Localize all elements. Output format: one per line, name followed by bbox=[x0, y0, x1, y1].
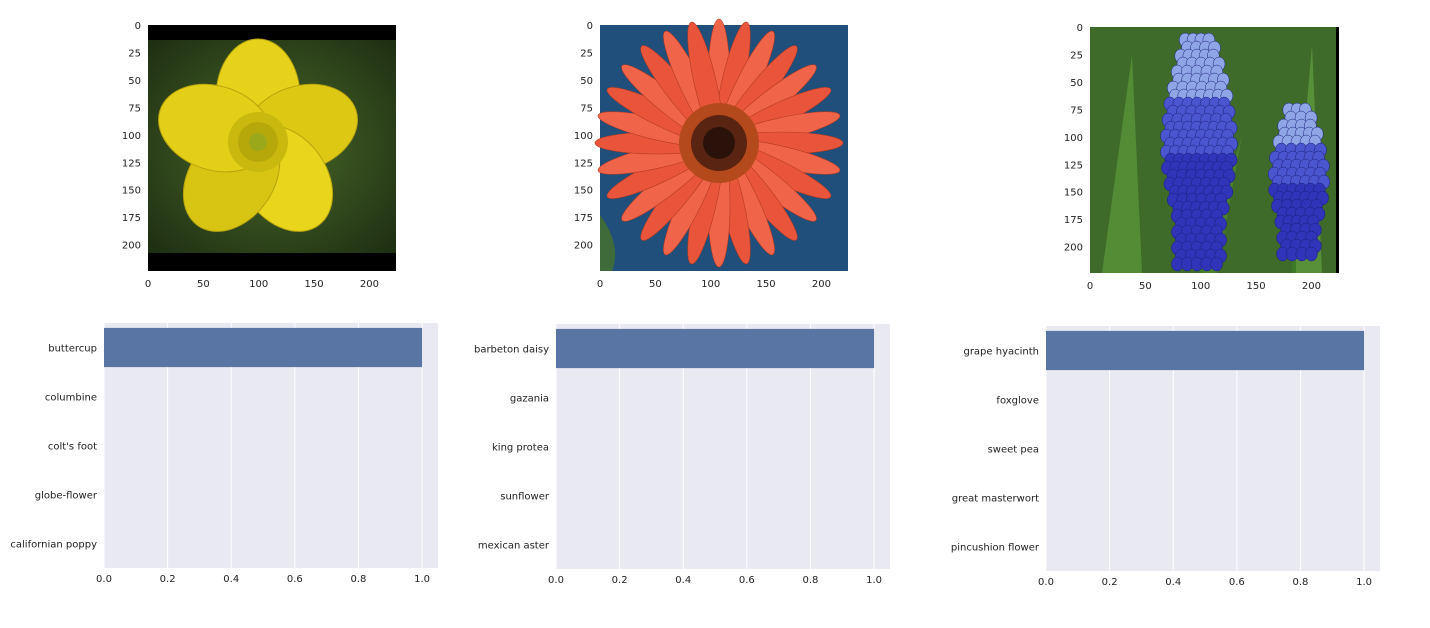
image-ytick-label: 175 bbox=[1064, 215, 1083, 226]
xtick-label: 0.0 bbox=[96, 574, 112, 585]
xtick-label: 0.8 bbox=[351, 574, 367, 585]
xtick-label: 0.2 bbox=[160, 574, 176, 585]
image-ytick-label: 50 bbox=[1070, 78, 1083, 89]
category-label: foxglove bbox=[996, 396, 1039, 407]
category-label: buttercup bbox=[48, 344, 97, 355]
category-label: californian poppy bbox=[10, 540, 97, 551]
image-xtick-label: 100 bbox=[701, 279, 720, 290]
image-ytick-label: 200 bbox=[1064, 243, 1083, 254]
image-xtick-label: 200 bbox=[360, 279, 379, 290]
image-xtick-label: 150 bbox=[305, 279, 324, 290]
category-label: globe-flower bbox=[35, 491, 98, 502]
image-ytick-label: 0 bbox=[1077, 23, 1083, 34]
image-ytick-label: 50 bbox=[580, 76, 593, 87]
image-panel-1: 0 50 100 150 200 0 25 50 75 100 125 150 175 200 bbox=[122, 21, 396, 290]
bar-chart-3: 0.0 0.2 0.4 0.6 0.8 1.0 grape hyacinth foxglove… bbox=[951, 326, 1380, 588]
image-ytick-label: 200 bbox=[122, 241, 141, 252]
image-ytick-label: 100 bbox=[1064, 133, 1083, 144]
image-ytick-label: 175 bbox=[122, 213, 141, 224]
xtick-label: 1.0 bbox=[866, 575, 882, 586]
image-xtick-label: 0 bbox=[597, 279, 603, 290]
xtick-label: 0.6 bbox=[1229, 577, 1245, 588]
bar bbox=[104, 327, 423, 368]
image-xtick-label: 200 bbox=[812, 279, 831, 290]
xtick-label: 0.8 bbox=[1293, 577, 1309, 588]
image-xtick-label: 50 bbox=[197, 279, 210, 290]
image-ytick-label: 175 bbox=[574, 213, 593, 224]
image-ytick-label: 150 bbox=[574, 186, 593, 197]
image-xtick-label: 100 bbox=[1191, 281, 1210, 292]
category-label: sunflower bbox=[500, 492, 550, 503]
image-ytick-label: 25 bbox=[580, 48, 593, 59]
image-ytick-label: 0 bbox=[587, 21, 593, 32]
xtick-label: 1.0 bbox=[414, 574, 430, 585]
image-xtick-label: 150 bbox=[757, 279, 776, 290]
image-xtick-label: 0 bbox=[145, 279, 151, 290]
bar bbox=[1046, 330, 1365, 371]
xtick-label: 0.0 bbox=[1038, 577, 1054, 588]
image-ytick-label: 100 bbox=[574, 131, 593, 142]
bar bbox=[556, 328, 875, 369]
xtick-label: 0.6 bbox=[287, 574, 303, 585]
image-ytick-label: 25 bbox=[128, 48, 141, 59]
image-xtick-label: 50 bbox=[1139, 281, 1152, 292]
image-panel-3: 0 50 100 150 200 0 25 50 75 100 125 150 175 200 bbox=[1064, 23, 1339, 292]
image-ytick-label: 25 bbox=[1070, 50, 1083, 61]
image-ytick-label: 0 bbox=[135, 21, 141, 32]
bar-chart-1: 0.0 0.2 0.4 0.6 0.8 1.0 buttercup columbine colt… bbox=[10, 323, 438, 585]
image-ytick-label: 75 bbox=[1070, 105, 1083, 116]
image-xtick-label: 200 bbox=[1302, 281, 1321, 292]
image-xtick-label: 100 bbox=[249, 279, 268, 290]
image-xtick-label: 150 bbox=[1247, 281, 1266, 292]
image-ytick-label: 100 bbox=[122, 131, 141, 142]
xtick-label: 0.4 bbox=[223, 574, 239, 585]
image-ytick-label: 150 bbox=[122, 186, 141, 197]
image-ytick-label: 200 bbox=[574, 241, 593, 252]
category-label: columbine bbox=[45, 393, 97, 404]
flower-image-grape-hyacinth bbox=[1090, 27, 1339, 273]
xtick-label: 0.2 bbox=[1102, 577, 1118, 588]
flower-image-barbeton-daisy bbox=[594, 18, 848, 271]
xtick-label: 0.8 bbox=[803, 575, 819, 586]
category-label: great masterwort bbox=[952, 494, 1039, 505]
image-ytick-label: 150 bbox=[1064, 188, 1083, 199]
category-label: barbeton daisy bbox=[474, 345, 549, 356]
category-label: colt's foot bbox=[48, 442, 97, 453]
category-label: grape hyacinth bbox=[963, 347, 1039, 358]
xtick-label: 0.0 bbox=[548, 575, 564, 586]
xtick-label: 0.4 bbox=[675, 575, 691, 586]
image-xtick-label: 0 bbox=[1087, 281, 1093, 292]
image-ytick-label: 50 bbox=[128, 76, 141, 87]
image-ytick-label: 125 bbox=[574, 158, 593, 169]
category-label: sweet pea bbox=[988, 445, 1039, 456]
flower-image-buttercup bbox=[148, 25, 396, 271]
image-ytick-label: 125 bbox=[122, 158, 141, 169]
xtick-label: 0.4 bbox=[1165, 577, 1181, 588]
category-label: pincushion flower bbox=[951, 543, 1040, 554]
category-label: king protea bbox=[492, 443, 549, 454]
xtick-label: 1.0 bbox=[1356, 577, 1372, 588]
xtick-label: 0.6 bbox=[739, 575, 755, 586]
image-panel-2: 0 50 100 150 200 0 25 50 75 100 125 150 175 200 bbox=[574, 18, 848, 290]
image-ytick-label: 75 bbox=[128, 103, 141, 114]
image-ytick-label: 125 bbox=[1064, 160, 1083, 171]
xtick-label: 0.2 bbox=[612, 575, 628, 586]
bar-chart-2: 0.0 0.2 0.4 0.6 0.8 1.0 barbeton daisy gazania k… bbox=[474, 324, 890, 586]
image-xtick-label: 50 bbox=[649, 279, 662, 290]
category-label: mexican aster bbox=[478, 541, 550, 552]
category-label: gazania bbox=[510, 394, 549, 405]
image-ytick-label: 75 bbox=[580, 103, 593, 114]
